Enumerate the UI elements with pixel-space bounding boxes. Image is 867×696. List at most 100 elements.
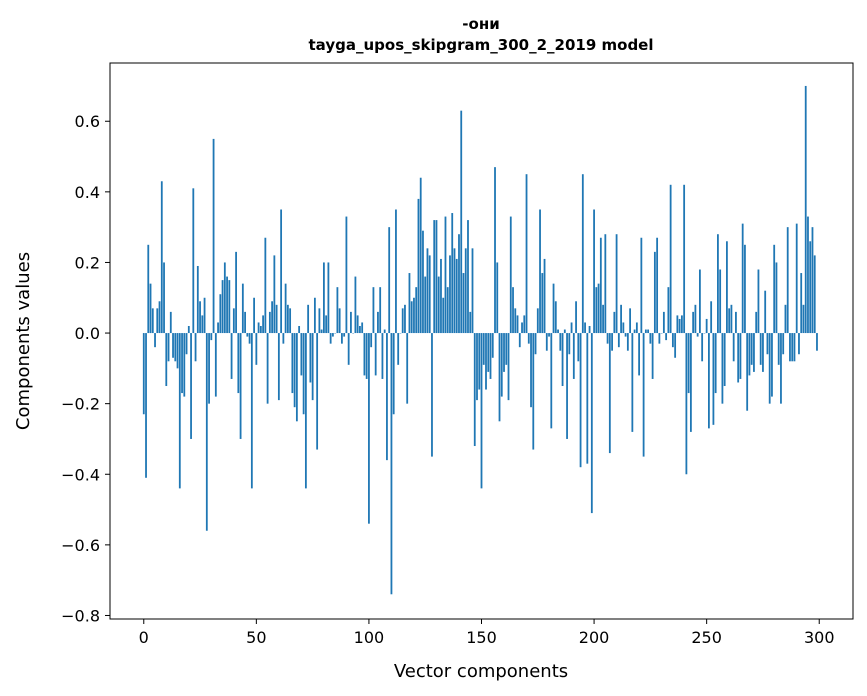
bar-108 — [386, 333, 388, 461]
bar-65 — [289, 308, 292, 334]
bar-149 — [478, 333, 481, 390]
bar-159 — [500, 333, 503, 397]
bar-253 — [712, 333, 715, 425]
bar-236 — [674, 333, 677, 358]
bar-183 — [554, 301, 557, 334]
bar-263 — [735, 311, 737, 334]
bar-67 — [293, 333, 296, 408]
bar-43 — [239, 333, 242, 439]
bar-295 — [807, 216, 809, 334]
bar-163 — [509, 216, 512, 334]
bar-247 — [698, 269, 701, 334]
bar-268 — [746, 333, 749, 411]
bar-116 — [404, 304, 406, 334]
bar-282 — [777, 333, 780, 365]
bar-92 — [350, 311, 352, 334]
chart-title: -они — [462, 15, 499, 33]
bar-131 — [437, 276, 440, 334]
bar-110 — [390, 333, 393, 595]
y-tick-label: 0.6 — [75, 112, 100, 131]
bar-166 — [516, 315, 519, 334]
bar-125 — [424, 276, 427, 334]
bar-69 — [298, 325, 301, 334]
bar-147 — [473, 333, 476, 447]
bar-60 — [277, 333, 280, 401]
y-tick-label: 0.2 — [75, 253, 100, 272]
bar-201 — [595, 287, 598, 334]
bar-224 — [647, 329, 650, 334]
bar-195 — [581, 174, 584, 334]
bar-3 — [149, 283, 152, 334]
bar-140 — [458, 234, 460, 334]
bar-35 — [221, 280, 224, 334]
bar-286 — [786, 227, 789, 334]
bar-79 — [320, 329, 323, 334]
bar-70 — [300, 333, 303, 376]
bar-97 — [361, 322, 364, 334]
bar-12 — [169, 311, 172, 334]
bar-77 — [316, 333, 319, 450]
bar-162 — [507, 333, 510, 401]
bar-178 — [543, 258, 546, 334]
chart-subtitle: tayga_upos_skipgram_300_2_2019 model — [309, 36, 654, 54]
bar-216 — [629, 308, 632, 334]
bar-16 — [178, 333, 181, 489]
bar-107 — [383, 329, 386, 334]
bar-128 — [431, 333, 433, 457]
bar-58 — [273, 255, 276, 334]
bar-298 — [813, 255, 816, 334]
bar-106 — [381, 333, 384, 379]
bar-225 — [649, 333, 652, 344]
bar-220 — [638, 333, 641, 376]
bar-96 — [359, 325, 361, 334]
bar-218 — [633, 329, 636, 334]
bar-283 — [780, 333, 782, 404]
bar-179 — [545, 333, 548, 351]
bar-244 — [692, 311, 695, 334]
bar-25 — [199, 301, 201, 334]
bar-81 — [325, 315, 328, 334]
bar-233 — [667, 287, 670, 334]
bar-83 — [329, 333, 332, 344]
bar-299 — [816, 333, 818, 351]
bar-213 — [622, 322, 625, 334]
bar-17 — [181, 333, 183, 394]
bar-137 — [451, 213, 454, 334]
bar-151 — [482, 333, 485, 365]
bar-47 — [248, 333, 251, 344]
bar-160 — [503, 333, 505, 372]
bar-61 — [280, 209, 283, 334]
bar-156 — [494, 167, 496, 334]
bars-group — [142, 85, 818, 595]
x-tick-label: 250 — [691, 628, 722, 647]
bar-246 — [696, 333, 699, 337]
bar-198 — [588, 325, 591, 334]
bar-203 — [599, 237, 602, 334]
bar-100 — [368, 333, 370, 524]
bar-76 — [313, 297, 316, 334]
bar-255 — [717, 234, 719, 334]
bar-226 — [651, 333, 654, 379]
bar-182 — [552, 283, 555, 334]
bar-206 — [606, 333, 609, 344]
bar-74 — [309, 333, 312, 383]
bar-270 — [750, 333, 753, 365]
bar-115 — [401, 308, 404, 334]
bar-262 — [732, 333, 735, 362]
bar-64 — [286, 304, 289, 334]
bar-57 — [271, 301, 274, 334]
bar-215 — [626, 333, 629, 351]
y-tick-label: 0.0 — [75, 324, 100, 343]
bar-279 — [771, 333, 773, 397]
bar-157 — [496, 262, 499, 334]
bar-59 — [275, 304, 278, 334]
bar-9 — [163, 262, 165, 334]
y-axis-ticks: −0.8 −0.6 −0.4 −0.2 0.0 0.2 0.4 0.6 — [61, 112, 110, 625]
bar-164 — [512, 287, 514, 334]
bar-172 — [530, 333, 532, 408]
bar-40 — [232, 308, 235, 334]
bar-130 — [435, 220, 438, 334]
bar-256 — [719, 269, 722, 334]
bar-136 — [449, 255, 451, 334]
